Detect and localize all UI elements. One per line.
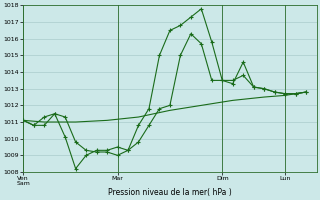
X-axis label: Pression niveau de la mer( hPa ): Pression niveau de la mer( hPa ) <box>108 188 232 197</box>
